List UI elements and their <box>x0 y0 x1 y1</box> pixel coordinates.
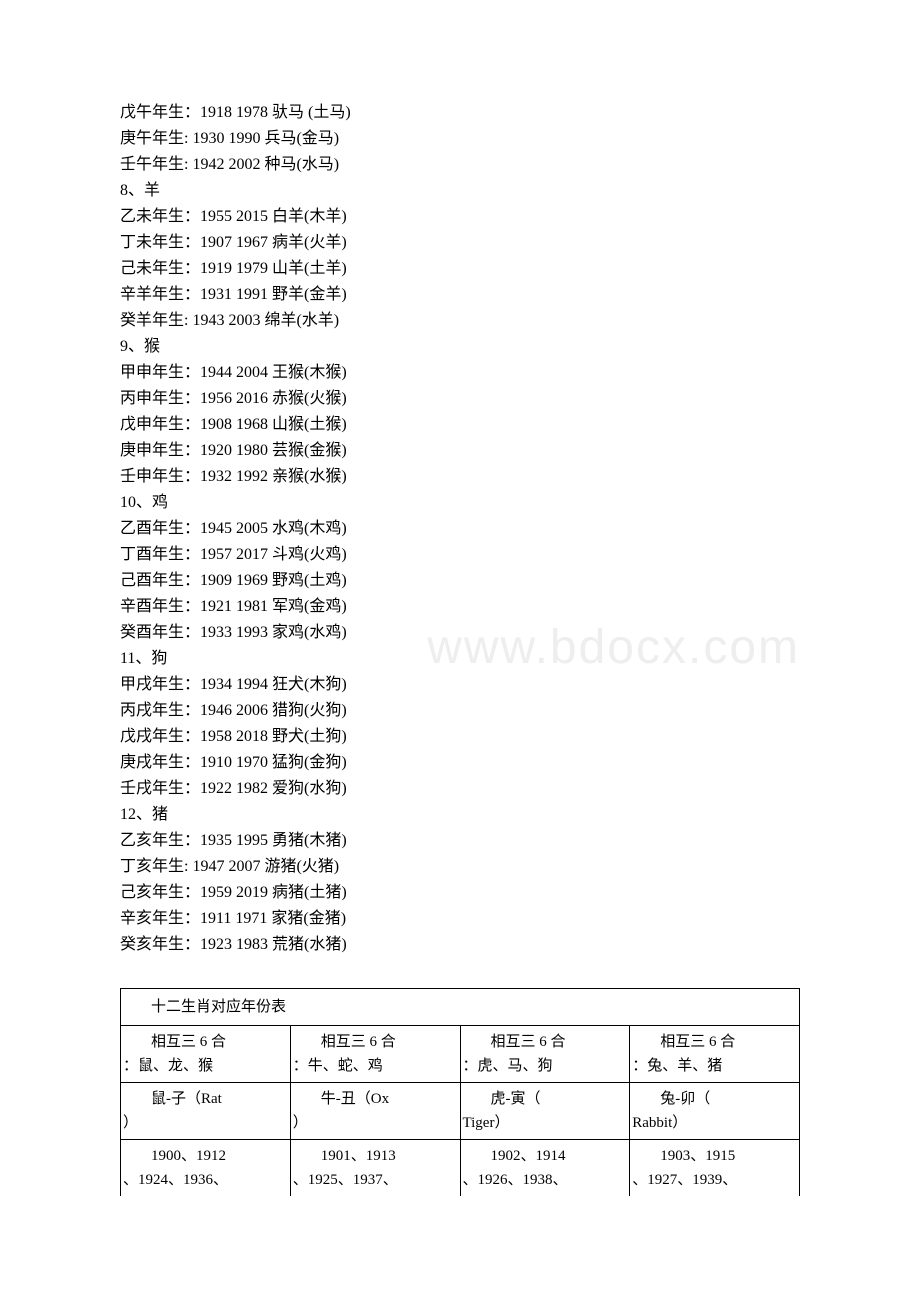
text-line: 丁酉年生：1957 2017 斗鸡(火鸡) <box>120 542 800 568</box>
table-cell: 相互三 6 合 ：虎、马、狗 <box>460 1026 630 1083</box>
cell-text-hang: Rabbit） <box>630 1111 799 1135</box>
text-line: 庚午年生: 1930 1990 兵马(金马) <box>120 126 800 152</box>
text-line: 丙戌年生：1946 2006 猎狗(火狗) <box>120 698 800 724</box>
cell-text-indent: 相互三 6 合 <box>461 1030 630 1054</box>
text-line: 戊午年生：1918 1978 驮马 (土马) <box>120 100 800 126</box>
text-line: 壬申年生：1932 1992 亲猴(水猴) <box>120 464 800 490</box>
cell-text-indent: 虎-寅（ <box>461 1087 630 1111</box>
zodiac-year-table: 十二生肖对应年份表 相互三 6 合 ：鼠、龙、猴 相互三 6 合 ：牛、蛇、鸡 … <box>120 988 800 1196</box>
cell-text-indent: 兔-卯（ <box>630 1087 799 1111</box>
table-cell: 牛-丑（Ox ） <box>290 1083 460 1140</box>
cell-text-indent: 1902、1914 <box>461 1144 630 1168</box>
cell-text-hang: 、1925、1937、 <box>291 1168 460 1192</box>
text-line: 丁亥年生: 1947 2007 游猪(火猪) <box>120 854 800 880</box>
cell-text-indent: 牛-丑（Ox <box>291 1087 460 1111</box>
table-cell: 1903、1915 、1927、1939、 <box>630 1140 800 1197</box>
text-line: 辛亥年生：1911 1971 家猪(金猪) <box>120 906 800 932</box>
cell-text-hang: ：兔、羊、猪 <box>630 1054 799 1078</box>
text-line: 9、猴 <box>120 334 800 360</box>
text-line: 乙酉年生：1945 2005 水鸡(木鸡) <box>120 516 800 542</box>
table-header-row: 相互三 6 合 ：鼠、龙、猴 相互三 6 合 ：牛、蛇、鸡 相互三 6 合 ：虎… <box>121 1026 800 1083</box>
table-cell: 1900、1912 、1924、1936、 <box>121 1140 291 1197</box>
text-line: 戊戌年生：1958 2018 野犬(土狗) <box>120 724 800 750</box>
text-line: 壬午年生: 1942 2002 种马(水马) <box>120 152 800 178</box>
cell-text-hang: ） <box>291 1111 460 1135</box>
table-title-cell: 十二生肖对应年份表 <box>121 989 800 1026</box>
text-line: 辛酉年生：1921 1981 军鸡(金鸡) <box>120 594 800 620</box>
cell-text-hang: 、1924、1936、 <box>121 1168 290 1192</box>
cell-text-hang: ） <box>121 1111 290 1135</box>
table-cell: 相互三 6 合 ：兔、羊、猪 <box>630 1026 800 1083</box>
zodiac-text-block: 戊午年生：1918 1978 驮马 (土马) 庚午年生: 1930 1990 兵… <box>120 100 800 958</box>
text-line: 己未年生：1919 1979 山羊(土羊) <box>120 256 800 282</box>
text-line: 11、狗 <box>120 646 800 672</box>
cell-text-indent: 相互三 6 合 <box>121 1030 290 1054</box>
text-line: 丙申年生：1956 2016 赤猴(火猴) <box>120 386 800 412</box>
text-line: 己酉年生：1909 1969 野鸡(土鸡) <box>120 568 800 594</box>
text-line: 己亥年生：1959 2019 病猪(土猪) <box>120 880 800 906</box>
text-line: 庚戌年生：1910 1970 猛狗(金狗) <box>120 750 800 776</box>
text-line: 癸亥年生：1923 1983 荒猪(水猪) <box>120 932 800 958</box>
cell-text-hang: 、1926、1938、 <box>461 1168 630 1192</box>
table-cell: 兔-卯（ Rabbit） <box>630 1083 800 1140</box>
text-line: 戊申年生：1908 1968 山猴(土猴) <box>120 412 800 438</box>
table-cell: 1902、1914 、1926、1938、 <box>460 1140 630 1197</box>
text-line: 12、猪 <box>120 802 800 828</box>
table-cell: 相互三 6 合 ：牛、蛇、鸡 <box>290 1026 460 1083</box>
cell-text-hang: ：牛、蛇、鸡 <box>291 1054 460 1078</box>
text-line: 甲申年生：1944 2004 王猴(木猴) <box>120 360 800 386</box>
text-line: 丁未年生：1907 1967 病羊(火羊) <box>120 230 800 256</box>
table-cell: 虎-寅（ Tiger） <box>460 1083 630 1140</box>
cell-text-hang: ：鼠、龙、猴 <box>121 1054 290 1078</box>
cell-text-hang: 、1927、1939、 <box>630 1168 799 1192</box>
text-line: 癸羊年生: 1943 2003 绵羊(水羊) <box>120 308 800 334</box>
table-name-row: 鼠-子（Rat ） 牛-丑（Ox ） 虎-寅（ Tiger） 兔-卯（ Rabb… <box>121 1083 800 1140</box>
cell-text-indent: 1900、1912 <box>121 1144 290 1168</box>
text-line: 壬戌年生：1922 1982 爱狗(水狗) <box>120 776 800 802</box>
table-title-row: 十二生肖对应年份表 <box>121 989 800 1026</box>
text-line: 乙亥年生：1935 1995 勇猪(木猪) <box>120 828 800 854</box>
table-years-row: 1900、1912 、1924、1936、 1901、1913 、1925、19… <box>121 1140 800 1197</box>
text-line: 乙未年生：1955 2015 白羊(木羊) <box>120 204 800 230</box>
table-cell: 相互三 6 合 ：鼠、龙、猴 <box>121 1026 291 1083</box>
cell-text-hang: ：虎、马、狗 <box>461 1054 630 1078</box>
cell-text-hang: Tiger） <box>461 1111 630 1135</box>
cell-text-indent: 相互三 6 合 <box>630 1030 799 1054</box>
cell-text-indent: 相互三 6 合 <box>291 1030 460 1054</box>
table-cell: 1901、1913 、1925、1937、 <box>290 1140 460 1197</box>
cell-text-indent: 鼠-子（Rat <box>121 1087 290 1111</box>
text-line: 辛羊年生：1931 1991 野羊(金羊) <box>120 282 800 308</box>
text-line: 癸酉年生：1933 1993 家鸡(水鸡) <box>120 620 800 646</box>
text-line: 庚申年生：1920 1980 芸猴(金猴) <box>120 438 800 464</box>
cell-text-indent: 1903、1915 <box>630 1144 799 1168</box>
table-cell: 鼠-子（Rat ） <box>121 1083 291 1140</box>
text-line: 8、羊 <box>120 178 800 204</box>
cell-text-indent: 1901、1913 <box>291 1144 460 1168</box>
text-line: 10、鸡 <box>120 490 800 516</box>
text-line: 甲戌年生：1934 1994 狂犬(木狗) <box>120 672 800 698</box>
